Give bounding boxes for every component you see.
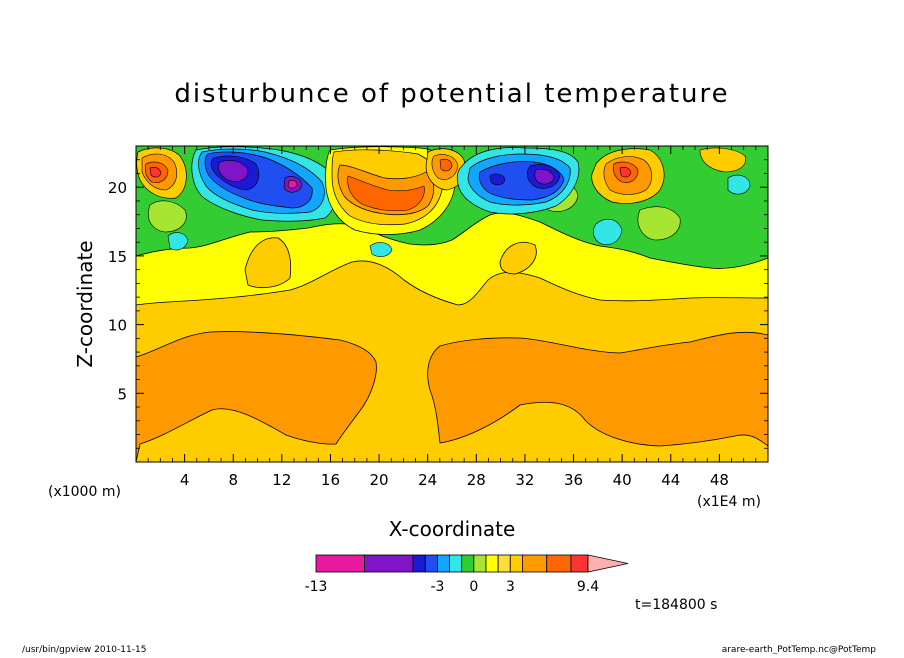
x-tick-label: 32 (515, 471, 534, 489)
colorbar-bin (449, 554, 463, 573)
purple-zone-right (534, 168, 555, 185)
orange-blob-right (499, 241, 537, 275)
orange-blob-left (244, 237, 292, 289)
y-tick-label: 10 (108, 317, 127, 335)
x-tick-label: 16 (321, 471, 340, 489)
colorbar-bin (485, 554, 499, 573)
x-tick-label: 48 (710, 471, 729, 489)
cyan-patch-1 (167, 232, 189, 251)
colorbar-label: 3 (506, 579, 515, 595)
hotspot-right-core (619, 166, 632, 178)
lower-band-right (427, 331, 768, 447)
colorbar-bin (315, 554, 365, 573)
colorbar-overflow-arrow (587, 554, 629, 573)
yellowgreen-patch-right (637, 206, 681, 241)
x-axis: 4 8 12 16 20 24 28 32 36 40 44 48 (147, 146, 757, 489)
colorbar-bin (522, 554, 548, 573)
x-tick-label: 36 (564, 471, 583, 489)
cyan-patch-4 (727, 174, 751, 195)
colorbar-bin (509, 554, 523, 573)
darkblue-spot-right (489, 173, 506, 186)
x-scale-note: (x1E4 m) (697, 494, 761, 510)
darkorange-dome-center (347, 175, 425, 212)
colorbar-label: -3 (430, 579, 444, 595)
cyan-patch-3 (369, 242, 393, 257)
y-axis-label: Z-coordinate (73, 240, 97, 367)
colorbar-bin (497, 554, 511, 573)
x-tick-label: 40 (613, 471, 632, 489)
colorbar-bin (546, 554, 572, 573)
colorbar-label: 9.4 (577, 579, 599, 595)
colorbar-bin (473, 554, 487, 573)
x-tick-label: 28 (467, 471, 486, 489)
x-tick-label: 4 (180, 471, 190, 489)
colorbar-bin (424, 554, 438, 573)
chart-title: disturbunce of potential temperature (174, 79, 729, 109)
yellowgreen-patch-left (148, 200, 187, 233)
x-tick-label: 12 (272, 471, 291, 489)
plot-area (136, 146, 768, 462)
orange-patch-top-right (699, 147, 746, 173)
y-tick-label: 5 (117, 385, 127, 403)
y-tick-label: 20 (108, 179, 127, 197)
x-tick-label: 8 (228, 471, 238, 489)
colorbar-bin (437, 554, 450, 573)
colorbar-bin (412, 554, 426, 573)
lower-band-left (136, 331, 377, 462)
footer-right: arare-earth_PotTemp.nc@PotTemp (722, 645, 877, 654)
x-tick-label: 20 (370, 471, 389, 489)
footer-left: /usr/bin/gpview 2010-11-15 (22, 645, 146, 654)
colorbar-label: -13 (305, 579, 328, 595)
cyan-patch-2 (592, 218, 623, 245)
colorbar-bin (364, 554, 414, 573)
x-tick-label: 44 (661, 471, 680, 489)
hotspot-left-core (149, 166, 162, 178)
purple-zone-left (218, 160, 249, 182)
y-axis: 5 10 15 20 (108, 145, 768, 449)
colorbar-label: 0 (469, 579, 478, 595)
y-tick-label: 15 (108, 248, 127, 266)
magenta-spot-left (287, 179, 298, 189)
x-unit-note: (x1000 m) (48, 484, 121, 500)
x-axis-label: X-coordinate (389, 517, 516, 541)
hotspot-mid-core (439, 158, 453, 172)
x-tick-label: 24 (418, 471, 437, 489)
colorbar: -13 -3 0 3 9.4 (305, 554, 629, 595)
colorbar-bin (461, 554, 475, 573)
time-annotation: t=184800 s (635, 597, 717, 613)
colorbar-bin (570, 554, 589, 573)
